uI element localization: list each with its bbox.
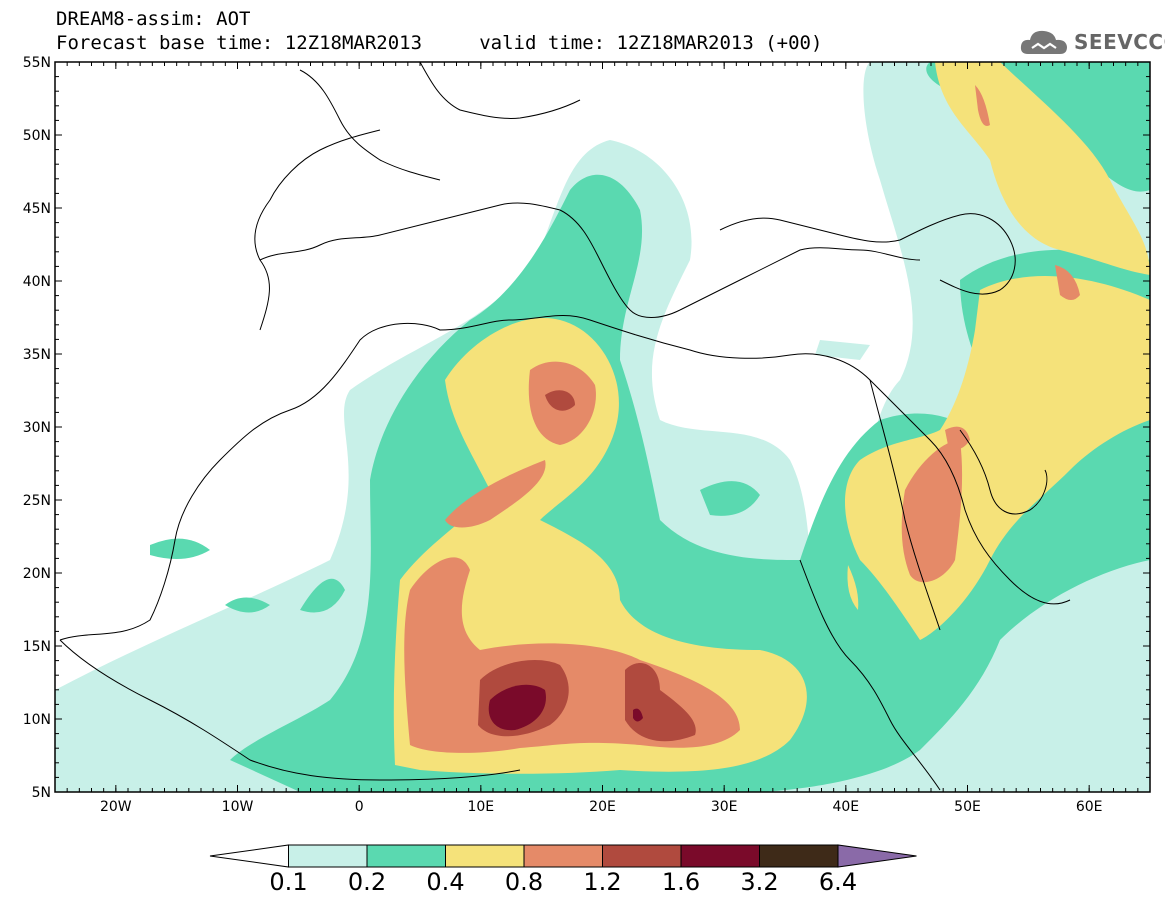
colorbar-bin xyxy=(366,844,446,868)
lat-tick-label: 25N xyxy=(23,493,51,509)
map-title: DREAM8-assim: AOT xyxy=(56,8,251,30)
colorbar-bin xyxy=(288,844,368,868)
colorbar-bin xyxy=(523,844,603,868)
lon-tick-label: 20E xyxy=(589,799,616,815)
forecast-times: Forecast base time: 12Z18MAR2013 valid t… xyxy=(56,32,823,54)
cloud-icon xyxy=(1020,30,1067,54)
colorbar-level-label: 1.6 xyxy=(661,868,701,896)
colorbar-arrow-high xyxy=(837,844,917,868)
colorbar-level-label: 3.2 xyxy=(740,868,779,896)
lat-tick-label: 30N xyxy=(23,420,51,436)
lat-tick-label: 15N xyxy=(23,639,51,655)
seevccc-logo: SEEVCCC xyxy=(1018,24,1165,60)
colorbar-level-label: 0.8 xyxy=(504,868,544,896)
lon-tick-label: 10W xyxy=(222,799,254,815)
lon-tick-label: 10E xyxy=(467,799,494,815)
lat-tick-label: 20N xyxy=(23,566,51,582)
colorbar-bin xyxy=(445,844,525,868)
lat-tick-label: 45N xyxy=(23,201,51,217)
aot-fields xyxy=(55,62,1150,792)
logo-text: SEEVCCC xyxy=(1074,30,1165,54)
lat-tick-label: 5N xyxy=(32,785,51,801)
lon-tick-label: 40E xyxy=(832,799,859,815)
colorbar xyxy=(209,844,917,868)
colorbar-level-label: 0.4 xyxy=(426,868,465,896)
lat-tick-label: 35N xyxy=(23,347,51,363)
lat-tick-label: 10N xyxy=(23,712,51,728)
colorbar-bin xyxy=(759,844,839,868)
lon-tick-label: 0 xyxy=(355,799,364,815)
axis-ticks: 5N 10N 15N 20N 25N 30N 35N 40N 45N 50N 55N 20W 10W 0 1… xyxy=(23,55,1151,815)
lon-tick-label: 50E xyxy=(954,799,981,815)
lon-tick-label: 30E xyxy=(711,799,738,815)
colorbar-level-label: 1.2 xyxy=(583,868,622,896)
lat-tick-label: 55N xyxy=(23,55,51,71)
colorbar-level-label: 6.4 xyxy=(818,868,858,896)
coastlines xyxy=(59,62,1071,791)
colorbar-bin xyxy=(680,844,760,868)
aot-field-1.6 xyxy=(488,684,643,731)
colorbar-arrow-low xyxy=(209,844,289,868)
colorbar-level-label: 0.2 xyxy=(347,868,387,896)
lat-tick-label: 40N xyxy=(23,274,51,290)
lon-tick-label: 20W xyxy=(100,799,132,815)
colorbar-level-label: 0.1 xyxy=(269,868,308,896)
colorbar-bin xyxy=(602,844,682,868)
lat-tick-label: 50N xyxy=(23,128,51,144)
lon-tick-label: 60E xyxy=(1076,799,1103,815)
